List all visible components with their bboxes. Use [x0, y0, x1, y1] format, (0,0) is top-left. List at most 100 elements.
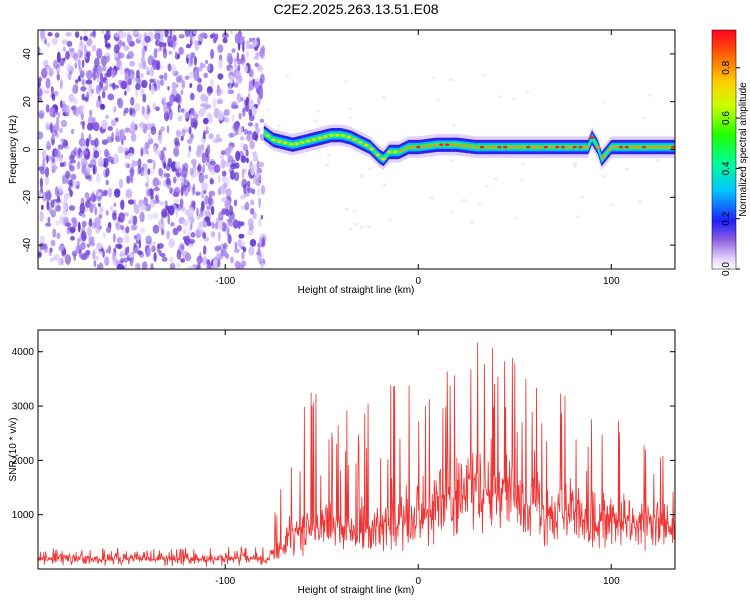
noise-speck: [164, 200, 168, 210]
noise-speck: [176, 249, 182, 260]
noise-speck: [228, 84, 232, 94]
trace-peak: [404, 146, 409, 150]
noise-speck: [100, 82, 103, 89]
x-tick-label: 0: [415, 576, 421, 587]
noise-speck: [102, 157, 109, 168]
noise-speck: [56, 116, 60, 125]
trace-peak: [282, 141, 288, 145]
noise-speck: [51, 157, 55, 164]
noise-speck: [106, 136, 114, 144]
noise-speck: [225, 176, 230, 187]
noise-speck: [158, 249, 162, 256]
noise-speck: [197, 262, 201, 269]
noise-speck: [189, 167, 194, 176]
y-tick-label: 3000: [12, 402, 35, 413]
noise-speck: [49, 257, 56, 262]
noise-speck: [135, 239, 139, 244]
noise-speck: [192, 30, 198, 35]
noise-speck: [81, 213, 86, 218]
noise-speck: [174, 161, 181, 170]
noise-speck: [248, 69, 254, 78]
noise-speck: [131, 159, 136, 168]
noise-speck: [252, 39, 258, 47]
noise-speck: [182, 219, 189, 227]
noise-speck: [255, 122, 259, 128]
noise-speck: [166, 125, 170, 134]
trace-peak: [398, 149, 404, 153]
noise-speck: [234, 241, 238, 250]
noise-speck: [38, 252, 42, 258]
trace-peak: [335, 133, 340, 137]
y-tick-label: 40: [22, 48, 33, 60]
noise-speck: [54, 186, 59, 197]
noise-speck: [175, 207, 179, 218]
noise-speck: [241, 61, 245, 67]
noise-speck: [190, 232, 196, 238]
noise-speck: [493, 177, 498, 181]
noise-speck: [86, 243, 91, 248]
noise-speck: [217, 231, 221, 242]
noise-speck: [66, 73, 69, 78]
noise-speck: [130, 96, 135, 106]
noise-speck: [213, 107, 221, 119]
noise-speck: [201, 152, 207, 164]
trace-peak: [439, 143, 444, 146]
noise-speck: [152, 240, 156, 246]
noise-speck: [190, 117, 196, 123]
trace-peak: [589, 136, 595, 139]
noise-speck: [147, 188, 155, 197]
noise-speck: [224, 199, 232, 209]
noise-speck: [77, 49, 80, 58]
trace-peak: [445, 143, 450, 146]
noise-speck: [176, 263, 181, 268]
noise-speck: [97, 250, 102, 255]
noise-speck: [220, 249, 228, 257]
noise-speck: [112, 233, 116, 243]
noise-speck: [115, 222, 121, 231]
noise-speck: [50, 239, 56, 247]
noise-speck: [64, 145, 71, 150]
noise-speck: [190, 133, 194, 140]
noise-speck: [146, 175, 150, 184]
noise-speck: [183, 179, 190, 188]
noise-speck: [112, 212, 117, 221]
noise-speck: [157, 243, 164, 249]
noise-speck: [146, 104, 150, 115]
colorbar-gradient: [711, 29, 737, 270]
noise-speck: [187, 184, 192, 190]
noise-speck: [92, 203, 96, 209]
noise-speck: [257, 87, 261, 96]
noise-speck: [120, 199, 125, 210]
noise-speck: [125, 226, 130, 234]
snr-x-label: Height of straight line (km): [298, 585, 415, 596]
noise-speck: [40, 187, 44, 194]
noise-speck: [200, 189, 205, 199]
noise-speck: [203, 72, 208, 79]
noise-speck: [233, 59, 238, 70]
noise-speck: [105, 114, 109, 120]
noise-speck: [86, 226, 92, 237]
noise-speck: [89, 217, 92, 223]
noise-speck: [218, 211, 224, 221]
noise-speck: [218, 58, 223, 69]
noise-speck: [53, 253, 60, 261]
noise-speck: [88, 236, 93, 245]
noise-speck: [238, 221, 245, 226]
trace-peak: [636, 145, 641, 149]
noise-speck: [137, 250, 143, 256]
noise-speck: [178, 107, 182, 112]
noise-speck: [229, 74, 234, 85]
noise-speck: [81, 77, 87, 87]
noise-speck: [169, 94, 176, 103]
noise-speck: [169, 30, 173, 39]
snr-frame: [37, 329, 676, 570]
noise-speck: [151, 245, 156, 253]
noise-speck: [153, 187, 160, 192]
noise-speck: [71, 250, 78, 257]
noise-speck: [80, 36, 83, 41]
trace-peak: [265, 134, 270, 137]
trace-peak: [427, 144, 433, 147]
noise-speck: [59, 162, 65, 168]
x-tick-label: 100: [603, 276, 620, 287]
noise-speck: [38, 78, 42, 86]
